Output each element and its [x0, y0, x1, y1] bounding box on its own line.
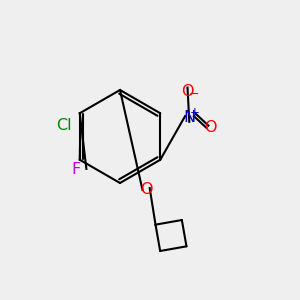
Text: F: F: [71, 162, 80, 177]
Text: N: N: [183, 110, 195, 124]
Text: +: +: [190, 106, 200, 119]
Text: O: O: [181, 84, 194, 99]
Text: O: O: [204, 120, 216, 135]
Text: O: O: [140, 182, 152, 196]
Text: −: −: [189, 88, 199, 101]
Text: Cl: Cl: [56, 118, 71, 134]
